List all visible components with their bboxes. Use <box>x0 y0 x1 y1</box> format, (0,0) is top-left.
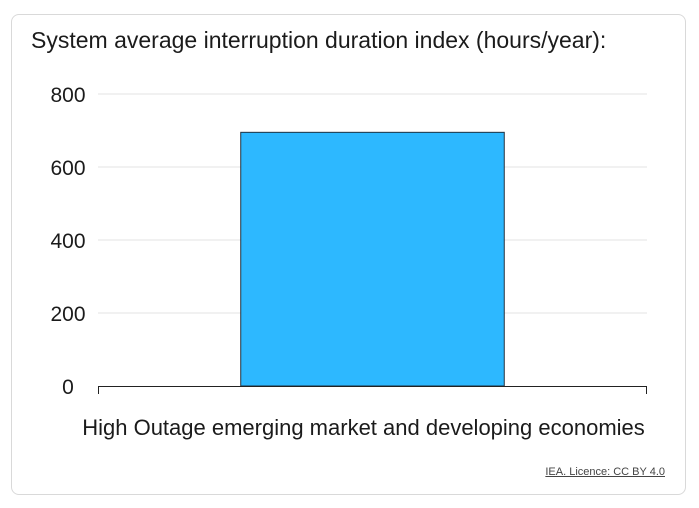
y-tick-label: 600 <box>50 157 85 180</box>
chart-card: System average interruption duration ind… <box>11 14 686 495</box>
bar <box>240 131 505 387</box>
source-licence-link[interactable]: IEA. Licence: CC BY 4.0 <box>545 466 665 478</box>
x-category-label: High Outage emerging market and developi… <box>82 415 645 440</box>
y-tick-label: 0 <box>62 376 74 399</box>
y-tick-label: 400 <box>50 230 85 253</box>
bar-chart: 0 200 400 600 800 High Outage emerging market… <box>50 84 647 440</box>
chart-title: System average interruption duration ind… <box>31 27 607 53</box>
y-tick-label: 800 <box>50 84 85 107</box>
y-tick-label: 200 <box>50 303 85 326</box>
